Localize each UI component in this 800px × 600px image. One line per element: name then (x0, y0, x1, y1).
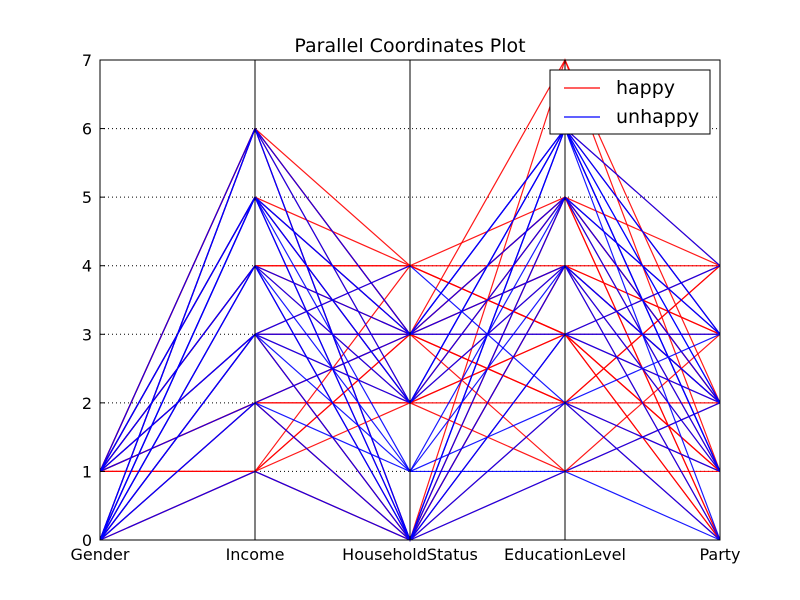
x-axis-label: Income (226, 545, 285, 564)
x-axis-label: Party (699, 545, 740, 564)
y-tick-label: 1 (82, 462, 92, 481)
y-tick-label: 5 (82, 188, 92, 207)
ticks-layer: 0 1 2 3 4 5 6 7 Gender Income HouseholdStatus Educa… (71, 51, 741, 564)
legend-label-happy: happy (616, 77, 675, 99)
y-tick-label: 0 (82, 531, 92, 550)
axes-layer (99, 59, 721, 541)
y-tick-label: 3 (82, 325, 92, 344)
x-axis-label: EducationLevel (504, 545, 626, 564)
y-tick-label: 2 (82, 394, 92, 413)
y-tick-label: 6 (82, 120, 92, 139)
legend-label-unhappy: unhappy (616, 106, 699, 128)
x-axis-label: Gender (71, 545, 130, 564)
y-tick-label: 4 (82, 257, 92, 276)
chart-title: Parallel Coordinates Plot (294, 35, 525, 57)
legend: happy unhappy (549, 69, 711, 135)
x-axis-label: HouseholdStatus (342, 545, 478, 564)
legend-box (549, 69, 711, 135)
y-tick-label: 7 (82, 51, 92, 70)
